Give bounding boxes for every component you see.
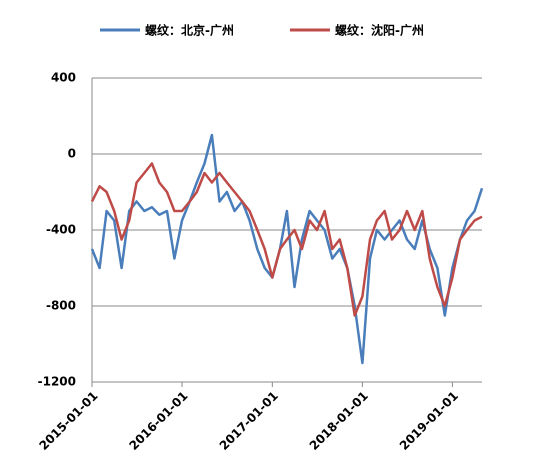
x-tick-label: 2016-01-01 — [126, 389, 190, 453]
y-tick-label: 400 — [51, 71, 76, 85]
legend-label: 螺纹：北京-广州 — [145, 23, 234, 38]
y-tick-label: -1200 — [38, 375, 76, 389]
series-line — [90, 162, 483, 317]
x-tick-label: 2017-01-01 — [217, 389, 281, 453]
x-tick-label: 2019-01-01 — [397, 389, 461, 453]
series-line — [90, 133, 484, 365]
y-tick-label: -400 — [46, 223, 76, 237]
legend-label: 螺纹：沈阳-广州 — [335, 23, 424, 38]
x-tick-label: 2015-01-01 — [36, 389, 100, 453]
y-tick-label: -800 — [46, 299, 76, 313]
x-tick-label: 2018-01-01 — [307, 389, 371, 453]
y-tick-label: 0 — [68, 147, 76, 161]
